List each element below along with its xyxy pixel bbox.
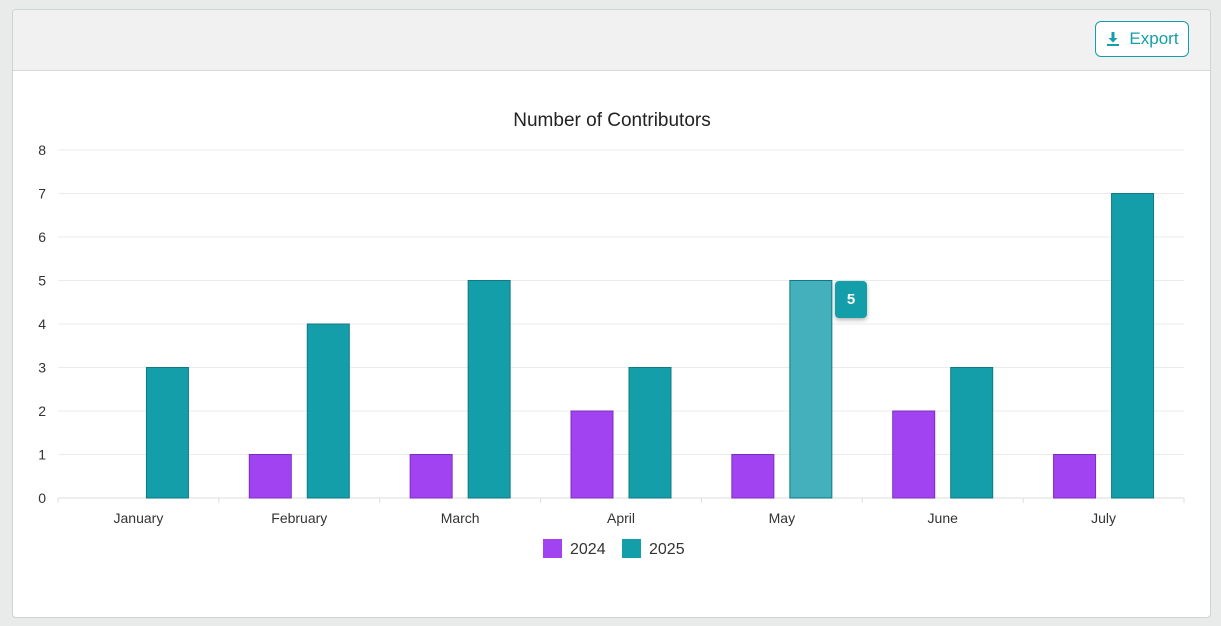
x-tick-label: January xyxy=(114,510,164,526)
panel-header: Export xyxy=(13,10,1210,71)
bar-2024-march xyxy=(409,454,453,499)
y-tick-label: 8 xyxy=(38,142,46,158)
bar-2024-july xyxy=(1053,454,1097,499)
export-label: Export xyxy=(1129,29,1179,48)
bar-2024-february xyxy=(248,454,292,499)
bar-2025-may xyxy=(789,280,833,499)
bar-2024-june xyxy=(892,410,936,499)
y-tick-label: 0 xyxy=(38,490,46,506)
bar-2024-april xyxy=(570,410,614,499)
bar-2025-june xyxy=(950,367,994,499)
bar-2025-april xyxy=(628,367,672,499)
chart-title: Number of Contributors xyxy=(513,110,710,131)
x-tick-label: June xyxy=(928,510,959,526)
legend-swatch-2025 xyxy=(622,539,641,558)
y-tick-label: 4 xyxy=(38,316,46,332)
x-tick-label: April xyxy=(607,510,635,526)
y-tick-label: 1 xyxy=(38,447,46,463)
chart-panel: Export xyxy=(12,9,1211,618)
bar-2025-february xyxy=(306,323,350,499)
tooltip-value: 5 xyxy=(846,291,856,308)
bar-2025-july xyxy=(1111,193,1155,499)
x-tick-label: May xyxy=(769,510,795,526)
x-tick-label: February xyxy=(271,510,327,526)
y-tick-label: 2 xyxy=(38,403,46,419)
x-tick-label: March xyxy=(441,510,480,526)
y-tick-label: 7 xyxy=(38,186,46,202)
legend-swatch-2024 xyxy=(543,539,562,558)
export-button[interactable]: Export xyxy=(1095,21,1189,57)
legend-label-2025: 2025 xyxy=(649,541,685,558)
y-tick-label: 6 xyxy=(38,229,46,245)
x-tick-label: July xyxy=(1091,510,1116,526)
bar-tooltip: 5 xyxy=(835,281,867,318)
y-tick-label: 5 xyxy=(38,273,46,289)
bar-2024-may xyxy=(731,454,775,499)
bar-2025-march xyxy=(467,280,511,499)
legend-label-2024: 2024 xyxy=(570,541,606,558)
y-tick-label: 3 xyxy=(38,360,46,376)
download-icon xyxy=(1105,31,1121,47)
bar-2025-january xyxy=(145,367,189,499)
